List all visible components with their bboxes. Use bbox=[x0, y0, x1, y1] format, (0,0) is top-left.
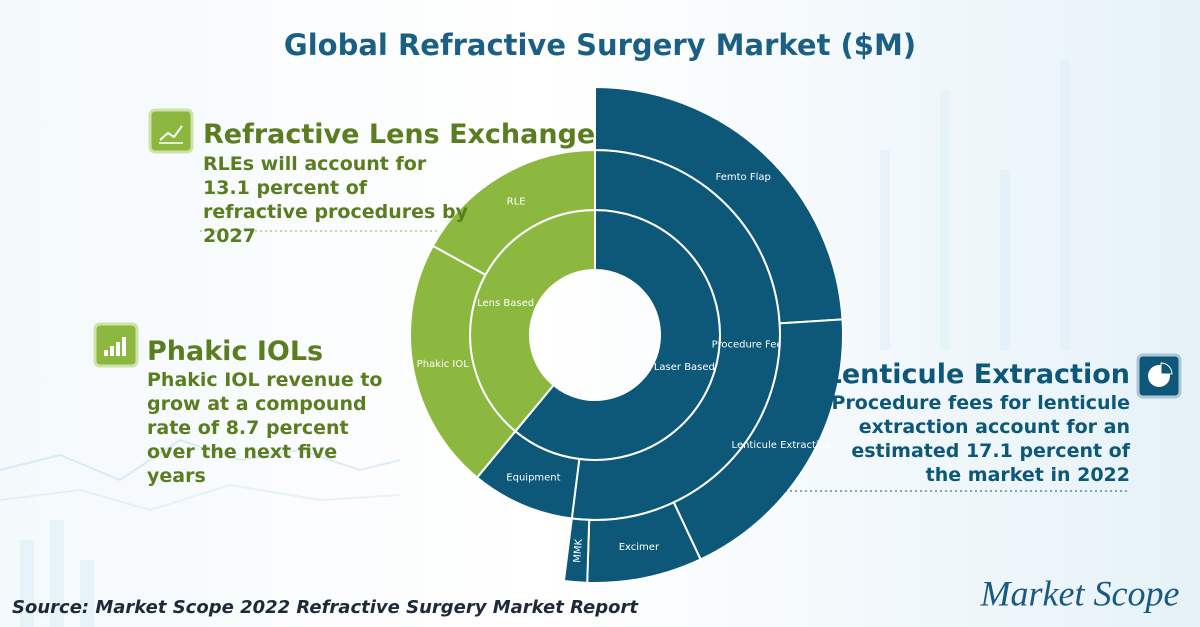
segment-label: Excimer bbox=[619, 542, 660, 553]
source: Source: Market Scope 2022 Refractive Sur… bbox=[12, 597, 639, 618]
callout-title: Refractive Lens Exchange bbox=[203, 119, 596, 150]
sunburst-segment bbox=[431, 148, 596, 277]
segment-label: MMK bbox=[572, 538, 585, 563]
callout-text: RLEs will account for 13.1 percent of re… bbox=[203, 153, 468, 247]
icon bbox=[1136, 353, 1182, 399]
segment-label: Lenticule Extraction bbox=[732, 440, 832, 451]
icon bbox=[148, 108, 194, 154]
chart-title: Global Refractive Surgery Market ($M) bbox=[284, 28, 916, 62]
callout-text: Procedure fees for lenticule extraction … bbox=[831, 392, 1130, 486]
segment-label: Equipment bbox=[506, 472, 560, 483]
segment-label: Lens Based bbox=[477, 298, 534, 309]
callout-title: Lenticule Extraction bbox=[824, 359, 1130, 390]
segment-label: RLE bbox=[507, 197, 526, 208]
segment-label: Femto Flap bbox=[716, 172, 771, 183]
icon bbox=[93, 322, 139, 368]
logo: Market Scope bbox=[980, 573, 1180, 613]
callout-text: Phakic IOL revenue to grow at a compound… bbox=[147, 369, 383, 487]
background-decoration bbox=[0, 60, 1070, 627]
sunburst: Laser Based Procedure Fees Femto Flap Lenti… bbox=[409, 85, 844, 584]
segment-label: Procedure Fees bbox=[712, 340, 788, 351]
segment-label: Laser Based bbox=[654, 362, 715, 373]
callout-title: Phakic IOLs bbox=[147, 336, 324, 367]
segment-label: Phakic IOL bbox=[417, 359, 470, 370]
